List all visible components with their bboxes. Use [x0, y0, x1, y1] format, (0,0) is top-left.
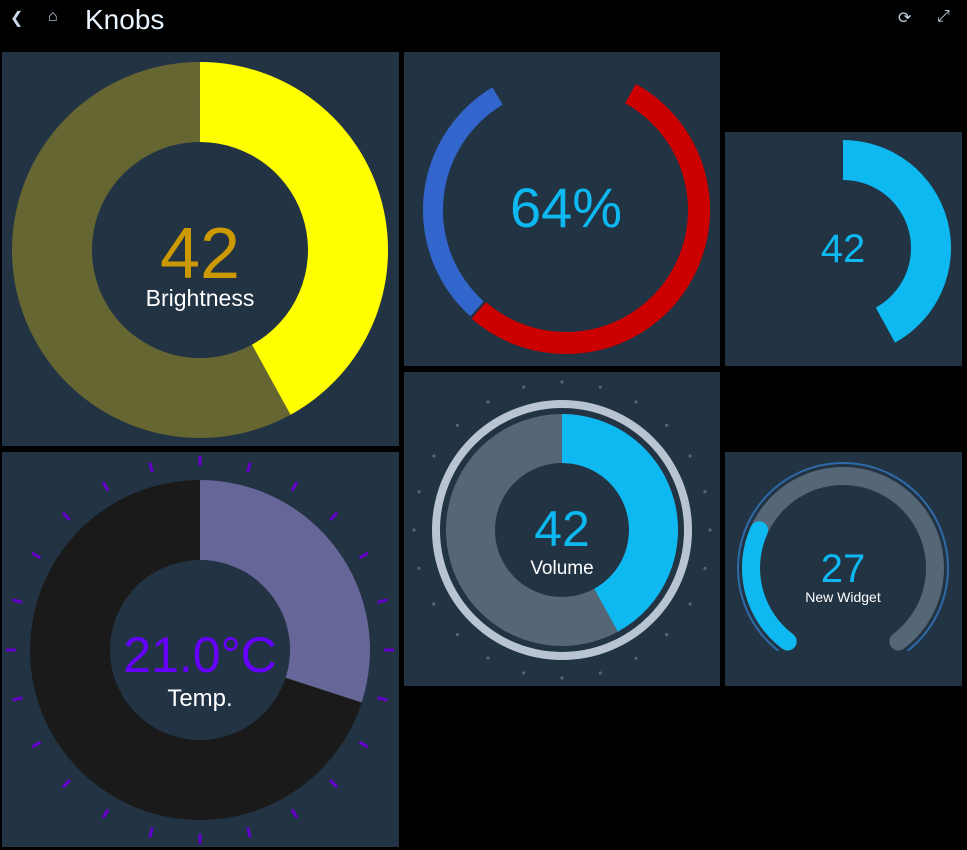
tick-mark: [148, 827, 154, 838]
temperature-knob[interactable]: 21.0°C Temp.: [2, 452, 399, 847]
knob-fill: [843, 140, 951, 343]
tick-dot: [598, 385, 602, 389]
tick-dot: [417, 490, 421, 494]
knob-value: 64%: [510, 176, 622, 239]
tick-mark: [377, 696, 388, 702]
tick-dot: [455, 633, 459, 637]
knob-value: 42: [534, 501, 590, 557]
knob-ring: [737, 462, 949, 652]
tick-dot: [688, 602, 692, 606]
tick-dot: [634, 656, 638, 660]
tick-dot: [708, 528, 712, 532]
tick-mark: [358, 740, 369, 749]
tick-dot: [634, 400, 638, 404]
tick-mark: [12, 598, 23, 604]
knob-fill: [742, 521, 797, 651]
tick-mark: [31, 551, 42, 560]
tick-mark: [358, 551, 369, 560]
tick-mark: [290, 481, 299, 492]
tick-dot: [412, 528, 416, 532]
fullscreen-icon[interactable]: ⤢: [937, 8, 950, 25]
tick-dot: [598, 671, 602, 675]
knob-label: Temp.: [167, 685, 232, 712]
tick-dot: [688, 454, 692, 458]
header: ❮ ⌂ Knobs ⟳ ⤢: [0, 0, 967, 44]
tick-dot: [486, 400, 490, 404]
tick-dot: [522, 385, 526, 389]
knob-track: [423, 87, 503, 317]
tick-mark: [101, 481, 110, 492]
tick-mark: [246, 827, 252, 838]
brightness-knob[interactable]: 42 Brightness: [2, 52, 399, 446]
home-icon[interactable]: ⌂: [48, 8, 58, 25]
tick-mark: [61, 779, 71, 789]
percent-knob[interactable]: 64%: [404, 52, 720, 366]
tick-mark: [329, 511, 339, 521]
tick-mark: [290, 808, 299, 819]
refresh-icon[interactable]: ⟳: [898, 10, 912, 27]
tick-dot: [417, 566, 421, 570]
knob-label: Brightness: [146, 285, 255, 311]
tick-dot: [432, 454, 436, 458]
knob-value: 27: [821, 547, 866, 591]
tick-dot: [560, 380, 564, 384]
small-knob[interactable]: 42: [725, 132, 962, 366]
knob-value: 21.0°C: [123, 627, 276, 683]
knob-fill: [562, 414, 678, 632]
knob-label: Volume: [530, 558, 593, 579]
tick-dot: [432, 602, 436, 606]
knob-fill: [200, 62, 389, 415]
tick-dot: [703, 490, 707, 494]
knob-value: 42: [821, 227, 866, 271]
tick-mark: [101, 808, 110, 819]
knob-ring: [432, 400, 692, 660]
knob-label: New Widget: [805, 589, 881, 605]
tick-mark: [31, 740, 42, 749]
tick-mark: [61, 511, 71, 521]
tick-dot: [560, 676, 564, 680]
knob-fill: [471, 84, 710, 354]
tick-dot: [455, 423, 459, 427]
tick-dot: [665, 633, 669, 637]
tick-mark: [377, 598, 388, 604]
page-title: Knobs: [85, 4, 165, 35]
tick-dot: [665, 423, 669, 427]
tick-mark: [148, 462, 154, 473]
tick-mark: [329, 779, 339, 789]
new-widget-knob[interactable]: 27 New Widget: [725, 452, 962, 686]
tick-mark: [12, 696, 23, 702]
volume-knob[interactable]: 42 Volume: [404, 372, 720, 686]
back-icon[interactable]: ❮: [10, 10, 24, 27]
knob-value: 42: [160, 214, 240, 294]
tick-mark: [246, 462, 252, 473]
tick-dot: [522, 671, 526, 675]
knob-fill: [200, 480, 370, 703]
tick-dot: [703, 566, 707, 570]
tick-dot: [486, 656, 490, 660]
